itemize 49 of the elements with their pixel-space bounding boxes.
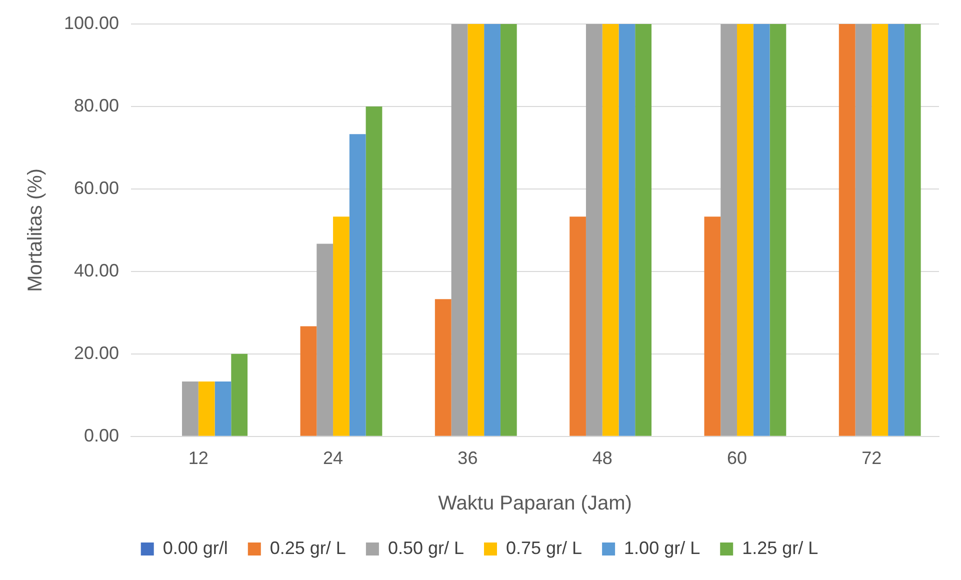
bar: [198, 382, 215, 436]
bar: [333, 216, 350, 436]
bar: [888, 24, 904, 436]
legend-label: 0.00 gr/l: [162, 538, 228, 558]
bar: [182, 382, 198, 436]
bar: [753, 24, 770, 436]
bar: [570, 216, 586, 436]
bar: [737, 24, 754, 436]
legend-label: 0.25 gr/ L: [270, 538, 346, 558]
bar: [231, 354, 248, 436]
x-tick-label: 60: [727, 448, 748, 468]
bar: [855, 24, 872, 436]
bar: [838, 24, 856, 436]
bar: [468, 24, 484, 436]
bar: [366, 106, 382, 436]
legend-label: 0.50 gr/ L: [388, 538, 464, 558]
x-tick-label: 12: [188, 448, 208, 468]
x-tick-label: 72: [862, 448, 882, 468]
bar: [872, 24, 888, 436]
bar: [484, 24, 500, 436]
bar: [618, 24, 636, 436]
bar: [316, 244, 334, 436]
x-axis-title: Waktu Paparan (Jam): [438, 492, 632, 515]
bar: [300, 326, 317, 436]
y-tick-label: 60.00: [74, 178, 120, 198]
legend-label: 0.75 gr/ L: [506, 538, 582, 558]
bar: [704, 216, 721, 436]
legend-label: 1.00 gr/ L: [624, 538, 700, 558]
y-tick-label: 40.00: [74, 260, 120, 280]
x-tick-label: 24: [323, 448, 344, 468]
y-axis-title: Mortalitas (%): [24, 168, 47, 292]
bar: [500, 24, 517, 436]
bar: [349, 134, 366, 436]
legend-label: 1.25 gr/ L: [742, 538, 818, 558]
y-tick-label: 80.00: [74, 95, 120, 116]
y-tick-label: 100.00: [64, 12, 120, 33]
bar: [451, 24, 468, 436]
bar: [602, 24, 619, 436]
bar: [720, 24, 738, 436]
x-tick-label: 48: [592, 448, 612, 468]
x-tick-label: 36: [458, 448, 478, 468]
y-tick-label: 20.00: [74, 342, 120, 363]
bar: [214, 382, 232, 436]
y-tick-label: 0.00: [84, 425, 120, 446]
bar: [904, 24, 921, 436]
bar: [635, 24, 652, 436]
bar: [770, 24, 786, 436]
bar: [434, 299, 452, 436]
bar: [586, 24, 602, 436]
